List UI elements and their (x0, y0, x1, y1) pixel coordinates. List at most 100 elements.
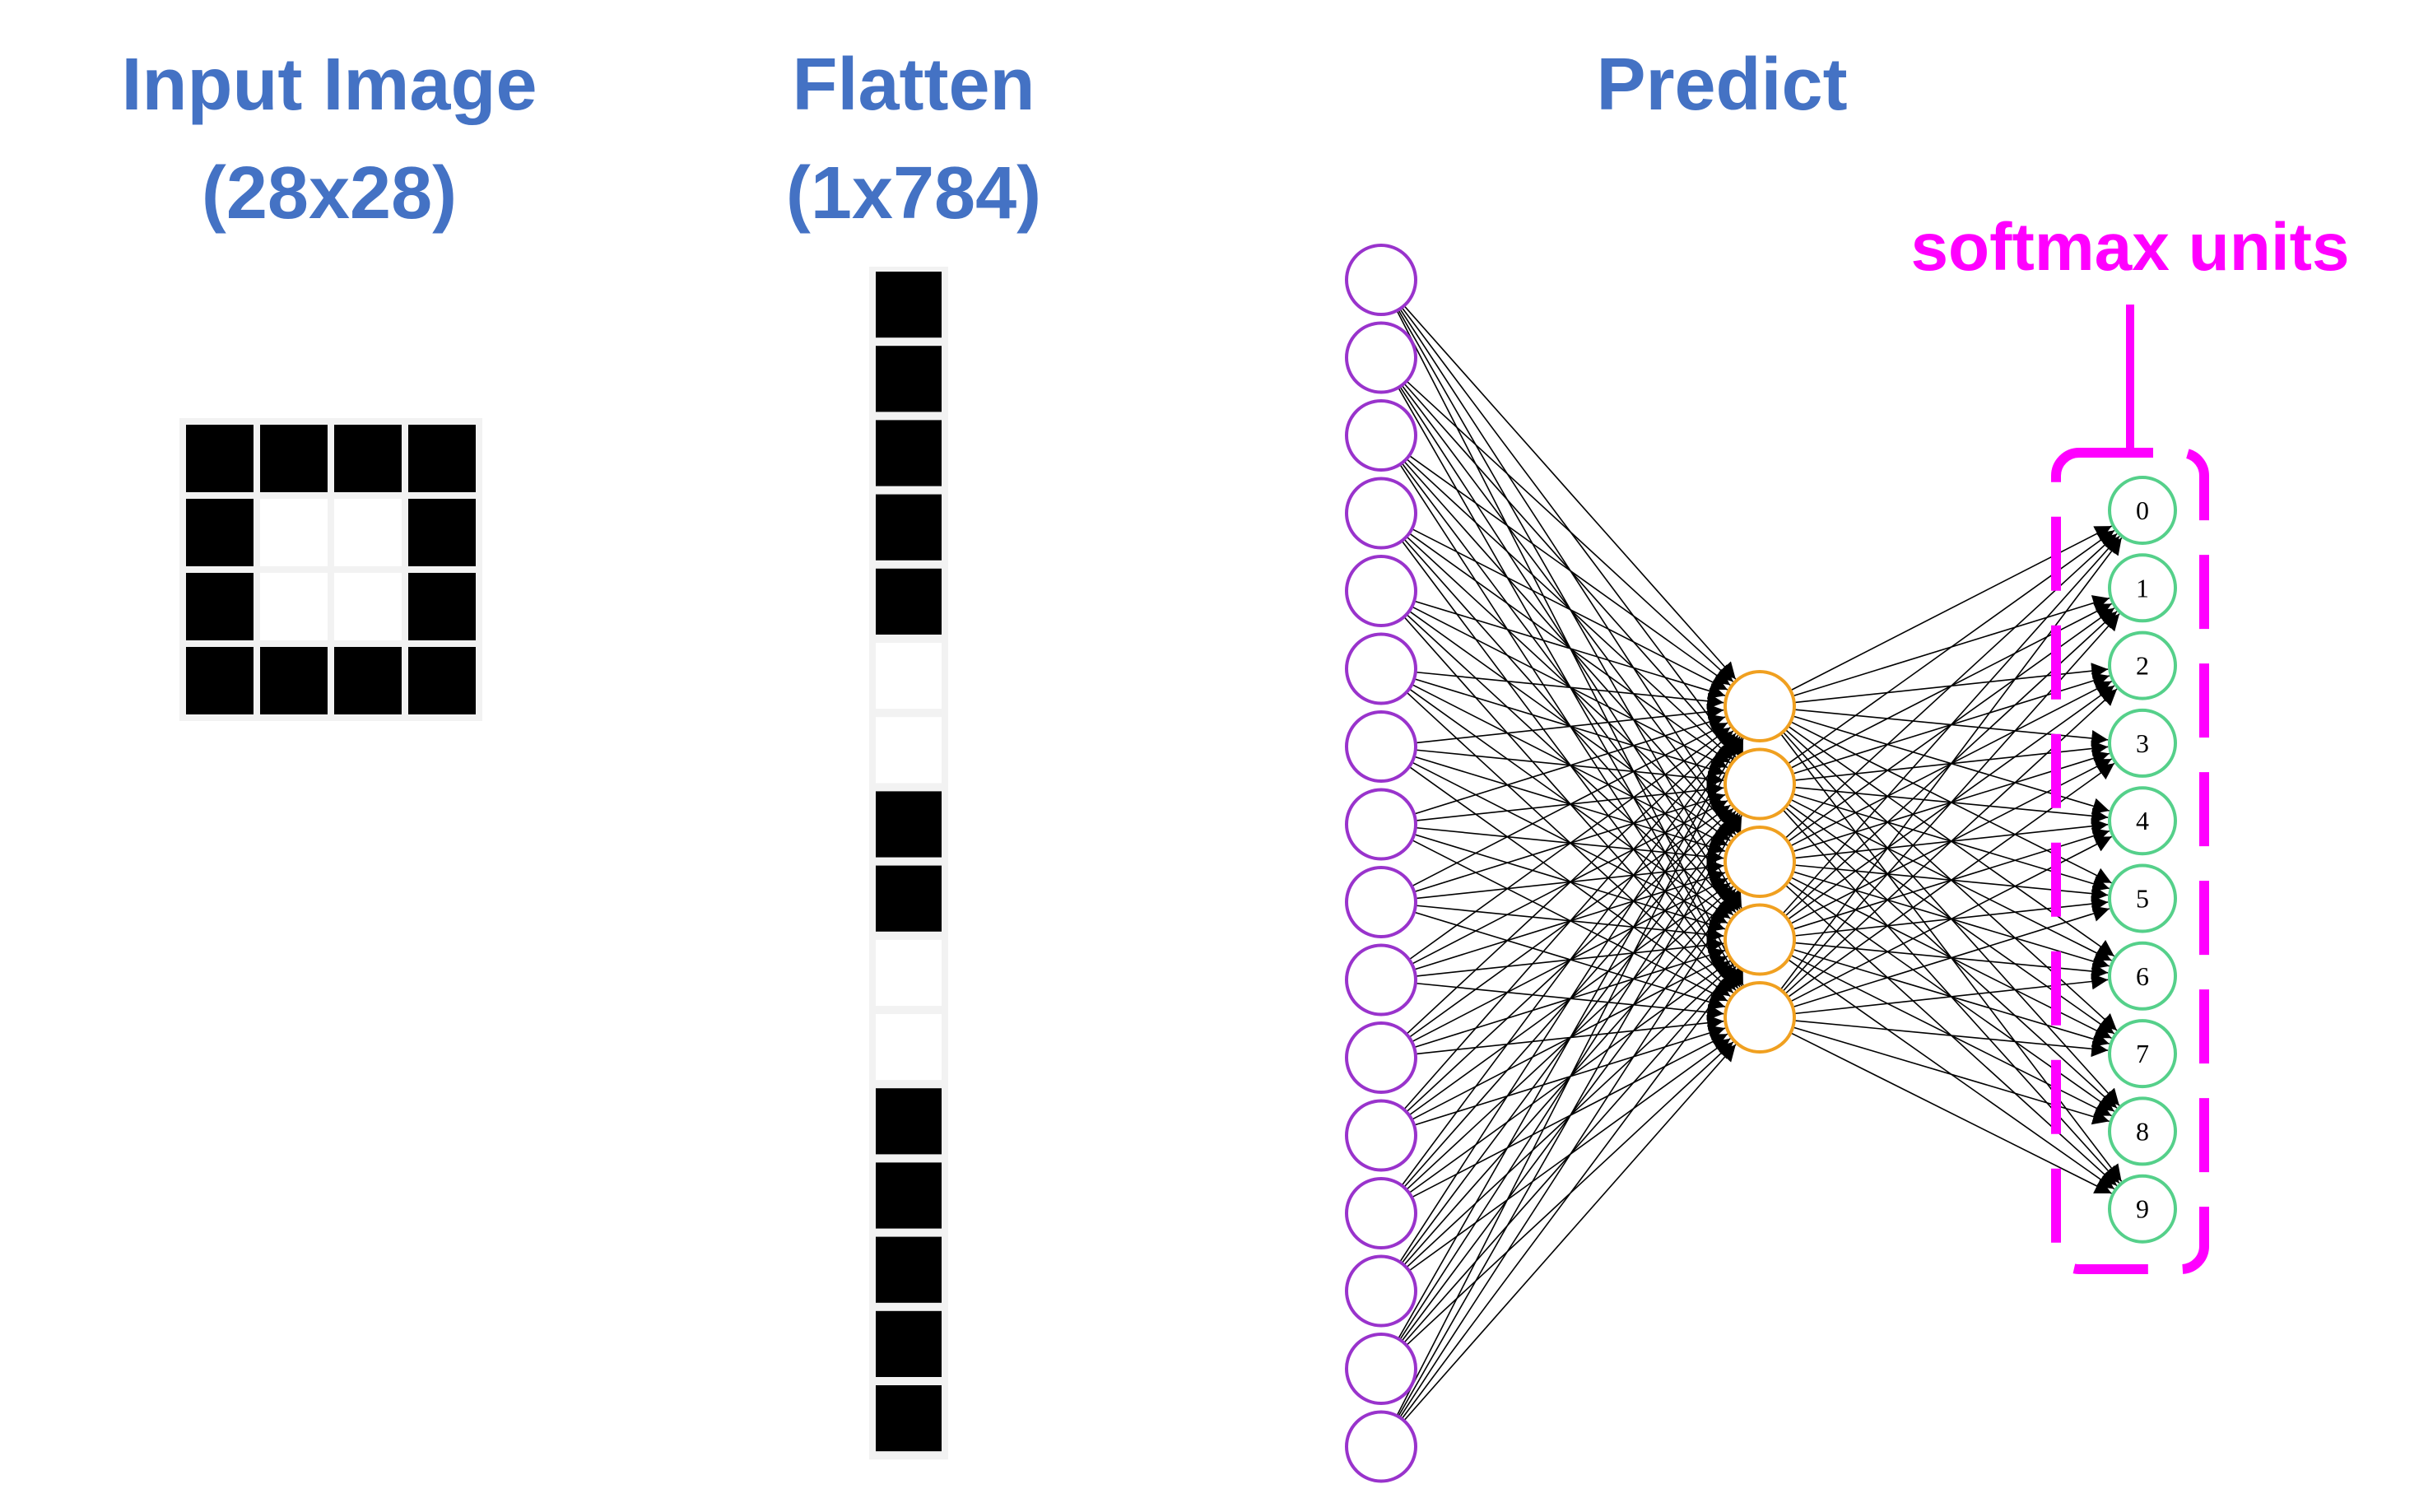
input-image-grid (179, 418, 482, 721)
output-neuron (2108, 630, 2177, 700)
input-image-dims: (28x28) (202, 152, 457, 235)
connection-edge (1399, 736, 1741, 1263)
connection-edge (1793, 1020, 2109, 1058)
flatten-pixel (876, 1088, 942, 1155)
flatten-pixel (876, 420, 942, 486)
flatten-pixel (876, 865, 942, 932)
connection-edge (1787, 762, 2115, 998)
flatten-pixel (876, 643, 942, 709)
output-neuron-label: 5 (2136, 884, 2149, 914)
output-neuron-label: 9 (2136, 1194, 2149, 1224)
input-pixel (186, 425, 254, 492)
output-neuron-label: 0 (2136, 495, 2149, 525)
output-neuron (2108, 863, 2177, 933)
input-neuron (1345, 477, 1417, 550)
input-hidden-connections (1396, 305, 1744, 1421)
output-neuron (2108, 553, 2177, 623)
output-neuron (2108, 1096, 2177, 1166)
softmax-dashed-box (2051, 448, 2209, 1274)
input-pixel (408, 499, 476, 566)
input-neuron (1345, 1177, 1417, 1249)
connection-edge (1398, 737, 1742, 1339)
softmax-units-label: softmax units (1910, 210, 2349, 285)
connection-edge (1790, 525, 2112, 691)
connection-edge (1403, 1044, 1737, 1421)
connection-edge (1412, 528, 1728, 691)
input-neuron (1345, 632, 1417, 705)
flatten-pixel (876, 939, 942, 1006)
connection-edge (1779, 537, 2123, 990)
input-pixel (334, 499, 402, 566)
input-neuron (1345, 1254, 1417, 1328)
softmax-output-layer: 0 1 2 3 4 5 6 7 8 9 (2108, 476, 2177, 1244)
flatten-pixel (876, 494, 942, 561)
input-neuron (1345, 321, 1417, 394)
connection-edge (1408, 454, 1731, 686)
input-neuron (1345, 1099, 1417, 1172)
input-neuron (1345, 866, 1417, 938)
output-neuron (2108, 786, 2177, 856)
hidden-neuron (1724, 826, 1796, 898)
connection-edge (1784, 533, 2118, 840)
output-neuron-label: 2 (2136, 651, 2149, 681)
output-neuron-label: 4 (2136, 806, 2149, 835)
flatten-dims: (1x784) (786, 152, 1041, 235)
flatten-pixel (876, 1236, 942, 1303)
input-neuron (1345, 1333, 1417, 1405)
connection-edge (1401, 734, 1739, 1186)
input-pixel (260, 647, 328, 714)
output-neuron-label: 8 (2136, 1116, 2149, 1146)
input-pixel (186, 499, 254, 566)
input-neuron (1345, 399, 1417, 472)
output-neuron-label: 7 (2136, 1039, 2149, 1068)
flatten-pixel (876, 717, 942, 784)
flatten-pixel (876, 1310, 942, 1377)
input-neuron (1345, 788, 1417, 861)
flatten-column (869, 267, 948, 1460)
connection-edge (1415, 671, 1724, 709)
input-pixel (334, 647, 402, 714)
input-pixel (334, 573, 402, 640)
hidden-neuron (1724, 670, 1796, 742)
output-neuron-label: 6 (2136, 961, 2149, 991)
input-pixel (408, 573, 476, 640)
connection-edge (1411, 722, 1728, 887)
output-neuron-label: 1 (2136, 573, 2149, 602)
connection-edge (1408, 727, 1731, 961)
output-neuron (2108, 1174, 2177, 1244)
input-pixel (260, 573, 328, 640)
connection-edge (1398, 815, 1742, 1417)
input-neuron (1345, 710, 1417, 783)
flatten-pixel (876, 568, 942, 635)
flatten-pixel (876, 1014, 942, 1081)
input-layer (1345, 244, 1417, 1483)
connection-edge (1415, 703, 1724, 744)
flatten-title: Flatten (792, 44, 1035, 126)
connection-edge (1403, 733, 1737, 1110)
connection-edge (1784, 688, 2118, 995)
flatten-pixel (876, 791, 942, 858)
connection-edge (1789, 835, 2113, 1003)
input-neuron (1345, 244, 1417, 316)
hidden-neuron (1724, 747, 1796, 821)
input-pixel (186, 647, 254, 714)
connection-edge (1399, 891, 1741, 1418)
input-neuron (1345, 555, 1417, 627)
input-pixel (260, 499, 328, 566)
connection-edge (1413, 600, 1726, 699)
output-neuron (2108, 1019, 2177, 1089)
connection-edge (1787, 529, 2115, 765)
input-image-title: Input Image (121, 44, 537, 126)
output-neuron (2108, 941, 2177, 1011)
hidden-layer (1724, 670, 1796, 1054)
predict-title: Predict (1596, 44, 1847, 126)
hidden-neuron (1724, 981, 1796, 1054)
connection-edge (1413, 714, 1726, 815)
softmax-bracket (2051, 305, 2209, 1274)
flatten-pixel (876, 1162, 942, 1229)
output-neuron-label: 3 (2136, 728, 2149, 758)
input-pixel (186, 573, 254, 640)
hidden-neuron (1724, 903, 1796, 976)
hidden-output-connections (1779, 525, 2123, 1194)
